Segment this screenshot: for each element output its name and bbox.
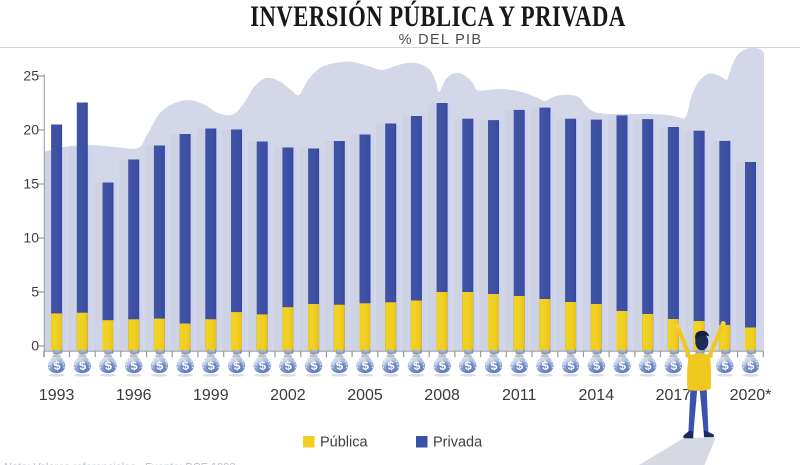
svg-text:2011: 2011	[502, 387, 537, 404]
svg-text:20: 20	[23, 122, 39, 138]
svg-text:2002: 2002	[270, 387, 306, 404]
svg-text:15: 15	[23, 176, 39, 192]
svg-text:Nota: Valores referenciales: Nota: Valores referenciales Fuente: BCE …	[4, 462, 236, 465]
svg-text:1996: 1996	[116, 387, 152, 404]
svg-text:2020*: 2020*	[730, 387, 772, 404]
svg-text:25: 25	[23, 68, 39, 84]
svg-text:0: 0	[31, 338, 39, 354]
svg-text:10: 10	[23, 230, 39, 246]
svg-text:2014: 2014	[579, 387, 615, 404]
svg-text:2005: 2005	[347, 387, 383, 404]
svg-text:5: 5	[31, 284, 39, 300]
svg-text:2008: 2008	[424, 387, 460, 404]
svg-text:1993: 1993	[39, 387, 75, 404]
svg-text:2017: 2017	[656, 387, 692, 404]
svg-text:Pública: Pública	[320, 435, 368, 451]
svg-text:Privada: Privada	[433, 435, 483, 451]
svg-text:1999: 1999	[193, 387, 229, 404]
